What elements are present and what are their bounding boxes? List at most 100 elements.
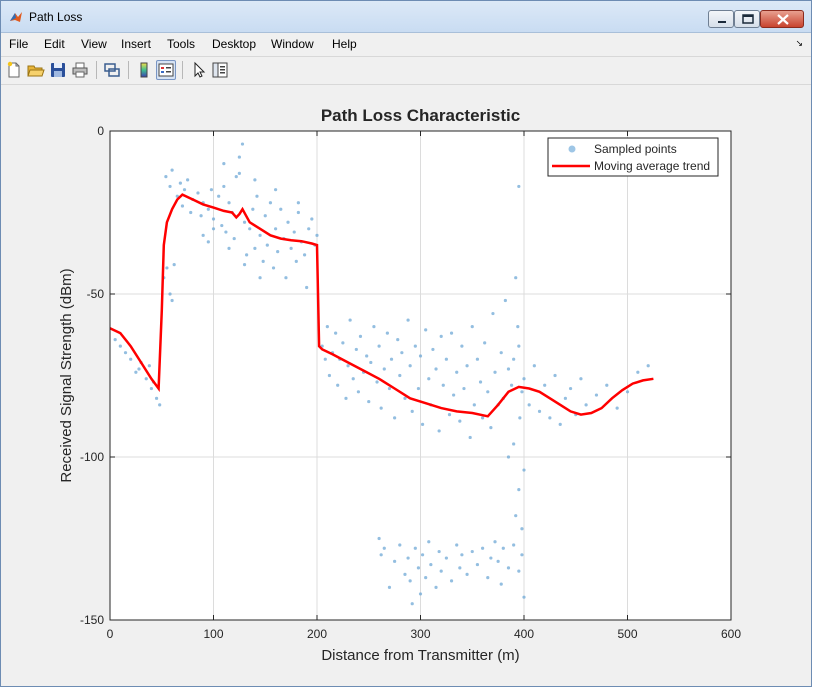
sampled-point	[491, 311, 495, 316]
new-figure-button[interactable]	[4, 60, 24, 80]
insert-legend-button[interactable]	[156, 60, 176, 80]
sampled-point	[420, 553, 425, 557]
sampled-point	[506, 367, 511, 371]
sampled-point	[403, 396, 407, 400]
sampled-point	[113, 338, 117, 342]
sampled-point	[416, 386, 421, 391]
sampled-point	[408, 364, 412, 368]
sampled-point	[501, 546, 505, 550]
open-file-button[interactable]	[26, 60, 46, 80]
sampled-point	[499, 351, 503, 355]
sampled-point	[594, 393, 599, 397]
menu-file[interactable]: File	[9, 37, 29, 51]
sampled-point	[406, 318, 410, 322]
sampled-point	[382, 546, 386, 550]
sampled-point	[483, 341, 487, 345]
sampled-point	[302, 253, 307, 257]
y-axis-label: Received Signal Strength (dBm)	[58, 268, 75, 482]
sampled-point	[493, 540, 497, 544]
sampled-point	[147, 364, 151, 368]
sampled-point	[222, 162, 226, 166]
sampled-point	[154, 396, 159, 400]
sampled-point	[499, 582, 503, 586]
sampled-point	[424, 576, 428, 580]
sampled-point	[118, 344, 122, 348]
sampled-point	[217, 194, 221, 198]
sampled-point	[509, 383, 514, 387]
sampled-point	[470, 549, 474, 554]
sampled-point	[522, 468, 526, 472]
axis-ticks: 0 100 200 300 400 500 600 0 -50 -100 -150	[80, 124, 741, 641]
sampled-point	[296, 210, 300, 215]
menu-window[interactable]: Window	[271, 37, 314, 51]
sampled-point	[527, 403, 531, 407]
sampled-point	[418, 592, 423, 596]
sampled-point	[489, 556, 493, 560]
sampled-point	[292, 230, 296, 234]
print-figure-button[interactable]	[70, 60, 90, 80]
sampled-point	[341, 341, 345, 345]
sampled-point	[444, 556, 448, 560]
sampled-point	[514, 514, 518, 518]
menu-desktop[interactable]: Desktop	[212, 37, 257, 51]
legend[interactable]: Sampled points Moving average trend	[547, 137, 719, 177]
sampled-point	[334, 331, 338, 335]
sampled-point	[514, 276, 518, 280]
sampled-point	[396, 338, 400, 342]
sampled-point	[211, 217, 216, 221]
sampled-point	[460, 344, 464, 348]
sampled-point	[258, 233, 262, 237]
x-tick-label: 0	[107, 627, 114, 641]
menu-insert[interactable]: Insert	[121, 37, 152, 51]
sampled-point	[387, 585, 392, 589]
sampled-point	[437, 549, 441, 554]
sampled-point	[413, 546, 417, 550]
sampled-point	[470, 325, 474, 329]
link-plot-button[interactable]	[102, 60, 122, 80]
edit-plot-button[interactable]	[189, 60, 209, 80]
sampled-point	[424, 328, 428, 332]
menu-tools[interactable]: Tools	[167, 37, 196, 51]
path-loss-plot[interactable]: 0 100 200 300 400 500 600 0 -50 -100 -150 Path Los…	[7, 85, 807, 685]
insert-colorbar-button[interactable]	[134, 60, 154, 80]
sampled-point	[315, 233, 319, 237]
sampled-point	[465, 572, 469, 576]
menu-view[interactable]: View	[81, 37, 107, 51]
window-title: Path Loss	[29, 10, 83, 24]
sampled-point	[289, 246, 293, 250]
sampled-point	[408, 579, 412, 583]
sampled-point	[327, 373, 332, 378]
sampled-point	[532, 364, 536, 368]
sampled-point	[172, 263, 176, 267]
legend-label-trend: Moving average trend	[594, 159, 710, 173]
menu-help[interactable]: Help	[332, 37, 357, 51]
sampled-point	[351, 377, 355, 381]
sampled-point	[240, 142, 245, 146]
save-figure-button[interactable]	[48, 60, 68, 80]
legend-marker-sampled	[568, 145, 576, 153]
printer-icon	[72, 62, 88, 78]
sampled-point	[410, 409, 414, 413]
sampled-point	[579, 377, 583, 381]
sampled-point	[406, 556, 410, 560]
sampled-point	[286, 220, 290, 224]
toolbar-separator	[96, 61, 97, 79]
minimize-button[interactable]	[708, 10, 734, 28]
sampled-point	[512, 543, 516, 547]
maximize-button[interactable]	[734, 10, 760, 28]
sampled-point	[279, 207, 283, 211]
sampled-point	[543, 383, 547, 387]
sampled-point	[180, 204, 185, 208]
property-inspector-button[interactable]	[210, 60, 230, 80]
sampled-point	[517, 569, 521, 573]
sampled-point	[431, 347, 435, 352]
close-button[interactable]	[760, 10, 804, 28]
sampled-point	[393, 416, 397, 420]
menu-edit[interactable]: Edit	[44, 37, 65, 51]
y-tick-label: -50	[87, 287, 105, 301]
sampled-point	[517, 488, 521, 492]
sampled-point	[398, 543, 402, 547]
sampled-point	[224, 230, 228, 234]
menu-dock-arrow-icon[interactable]: ↘	[795, 38, 803, 48]
